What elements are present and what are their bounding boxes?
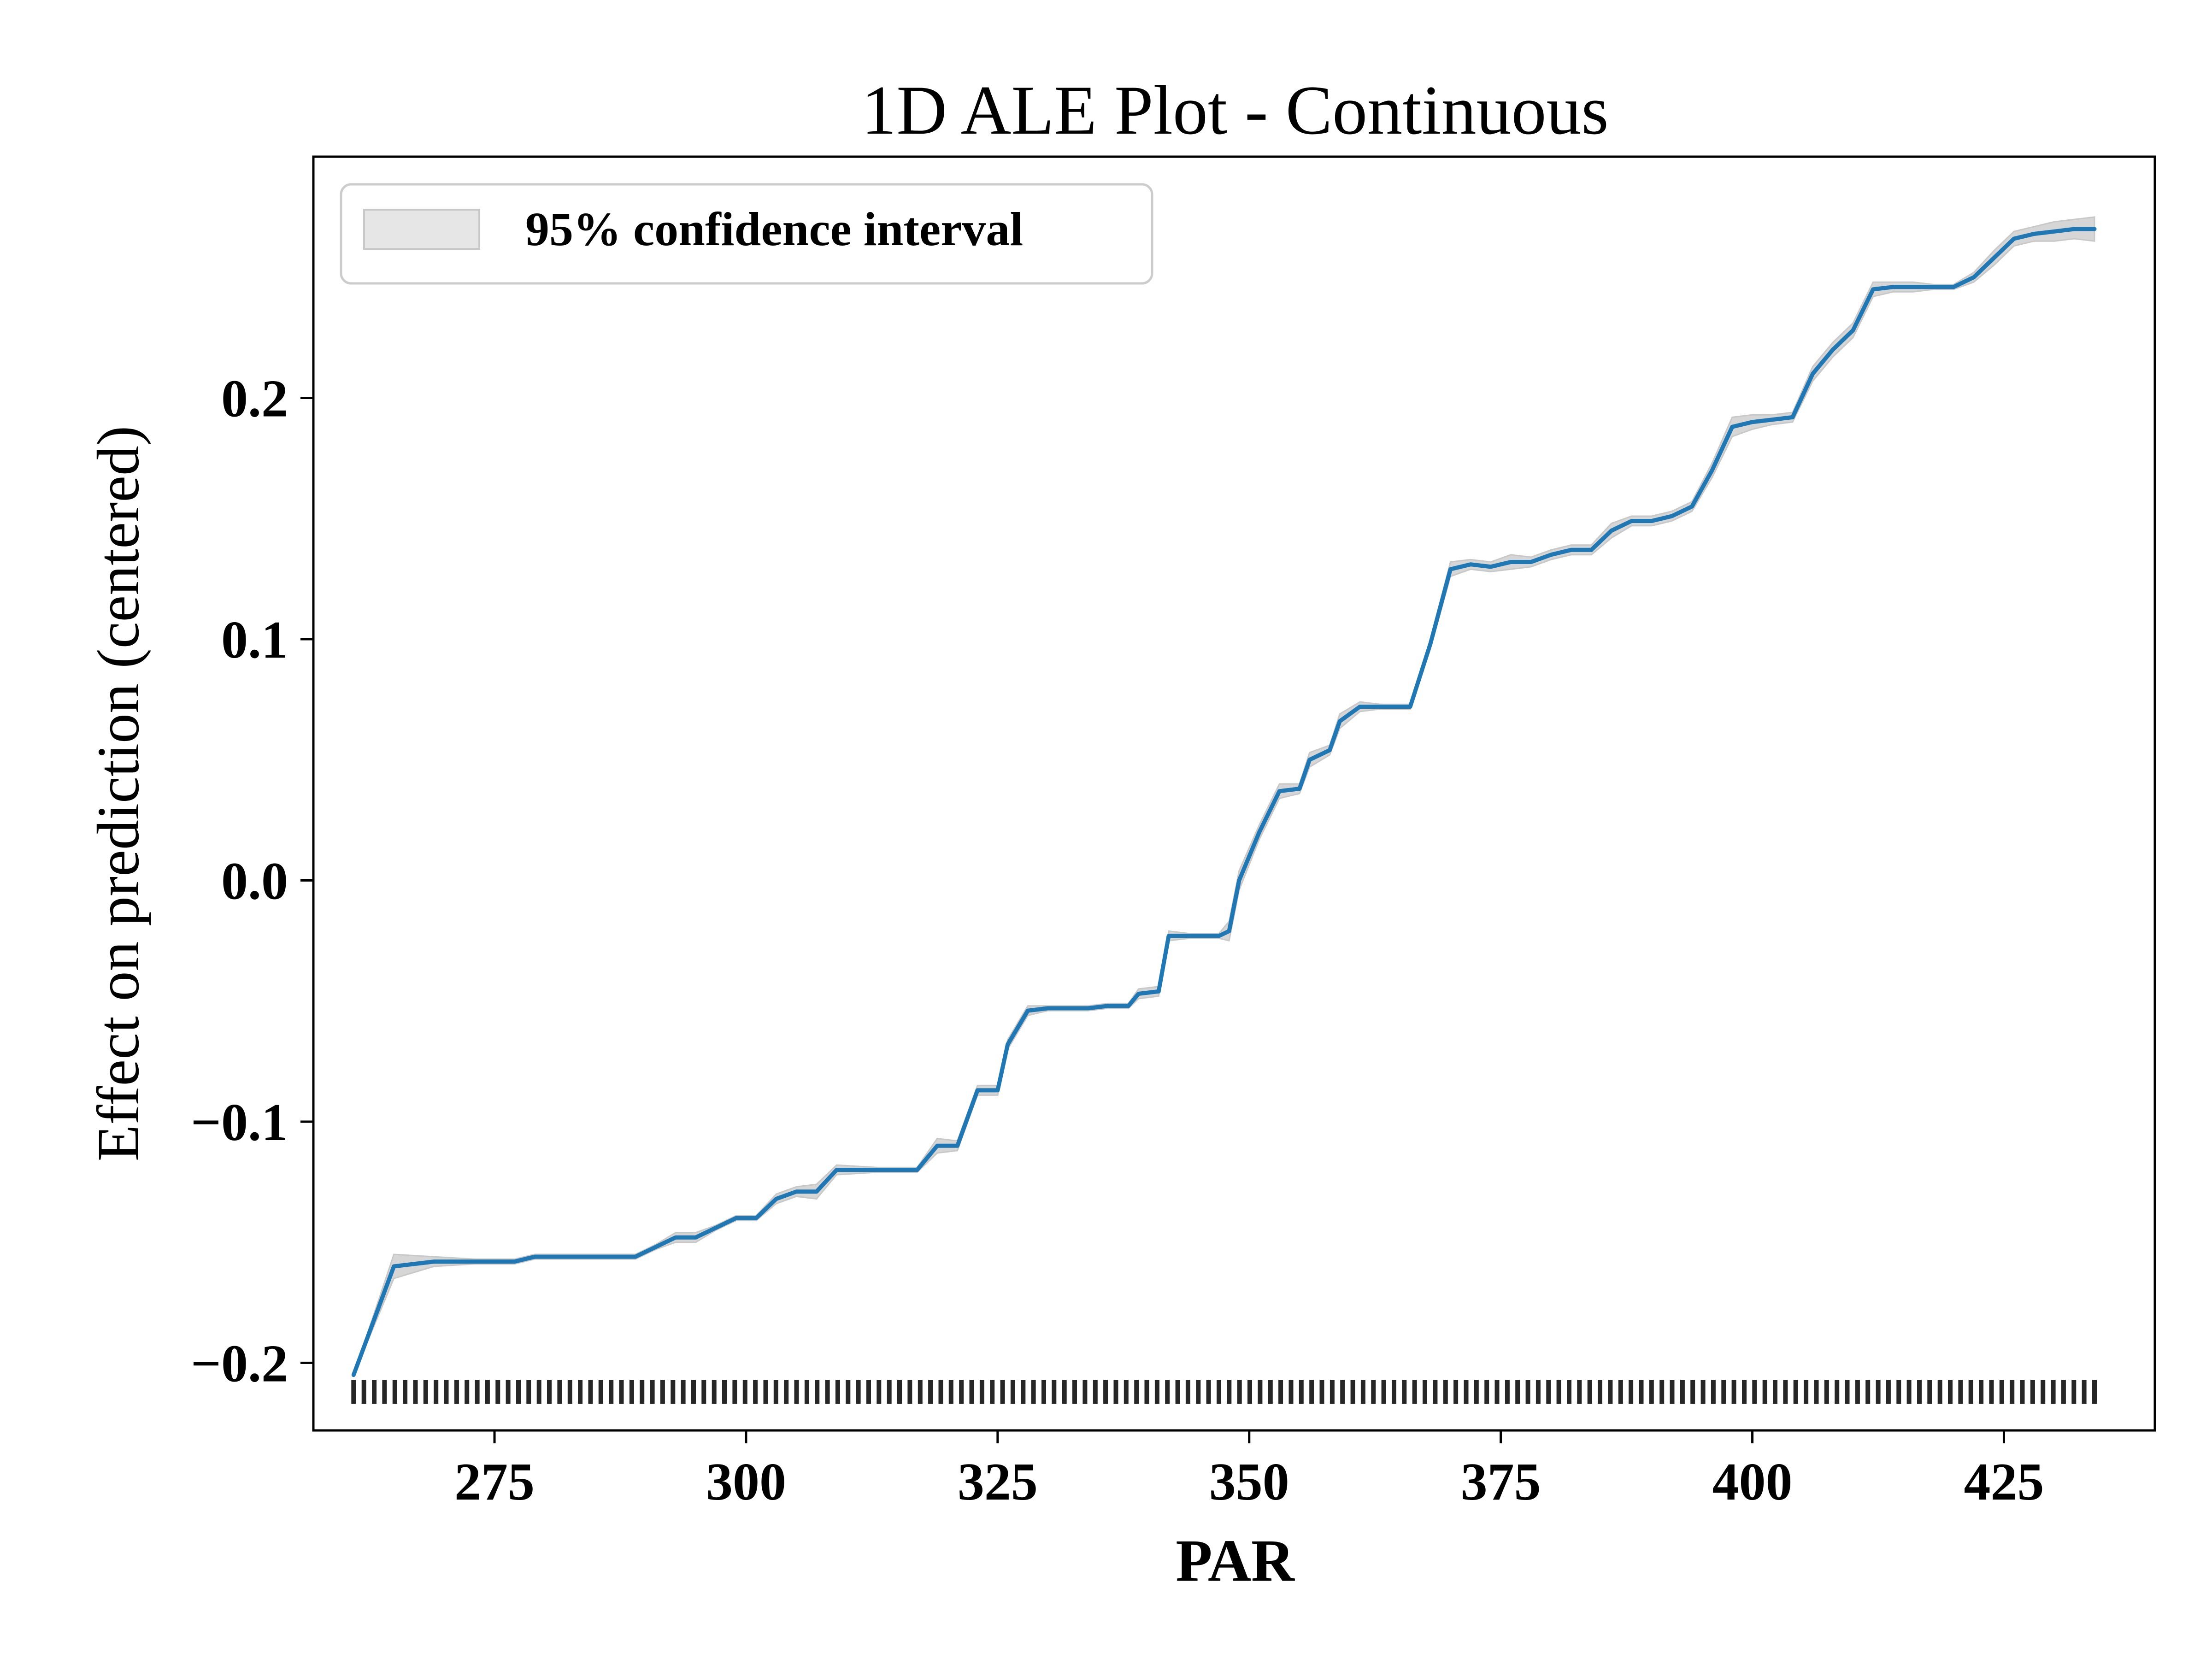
x-tick-label: 325: [958, 1453, 1038, 1512]
x-tick-label: 300: [706, 1453, 786, 1512]
x-tick-label: 425: [1964, 1453, 2044, 1512]
legend-box: [340, 183, 1153, 285]
rug-layer: [351, 1380, 2097, 1404]
y-axis-label: Effect on prediction (centered): [85, 426, 152, 1162]
x-tick-label: 400: [1712, 1453, 1793, 1512]
y-axis-ticks: −0.2 −0.1 0.0 0.1 0.2: [191, 369, 313, 1393]
legend: 95% confidence interval: [340, 183, 1153, 285]
x-axis-label: PAR: [1176, 1528, 1295, 1594]
legend-swatch-confidence-interval: [363, 209, 480, 250]
plot-area-frame: [312, 155, 2156, 1432]
ale-line-layer: [351, 227, 2097, 1377]
x-tick-label: 275: [454, 1453, 535, 1512]
ale-series-line: [351, 227, 2097, 1377]
y-tick-label: −0.2: [191, 1334, 288, 1393]
legend-entry-confidence-interval: 95% confidence interval: [525, 203, 1023, 256]
x-tick-label: 350: [1209, 1453, 1289, 1512]
x-tick-label: 375: [1461, 1453, 1541, 1512]
y-tick-label: −0.1: [191, 1093, 288, 1152]
y-tick-label: 0.1: [221, 611, 288, 670]
x-axis-ticks: 275 300 325 350 375 400 425: [454, 1430, 2044, 1512]
chart-title: 1D ALE Plot - Continuous: [861, 71, 1608, 149]
y-tick-label: 0.2: [221, 369, 288, 428]
y-tick-label: 0.0: [221, 852, 288, 911]
